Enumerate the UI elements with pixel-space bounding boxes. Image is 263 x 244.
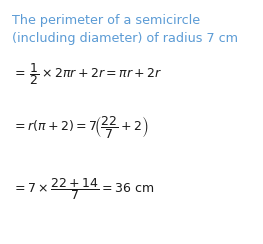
- Text: $=\,\dfrac{1}{2} \times 2\pi r + 2r = \pi r + 2r$: $=\,\dfrac{1}{2} \times 2\pi r + 2r = \p…: [12, 61, 162, 87]
- Text: (including diameter) of radius 7 cm: (including diameter) of radius 7 cm: [12, 32, 238, 45]
- Text: $= 7 \times \dfrac{22+14}{7} = 36\ \mathrm{cm}$: $= 7 \times \dfrac{22+14}{7} = 36\ \math…: [12, 176, 155, 202]
- Text: The perimeter of a semicircle: The perimeter of a semicircle: [12, 14, 200, 27]
- Text: $= r(\pi + 2) = 7\!\left(\dfrac{22}{7}+2\right)$: $= r(\pi + 2) = 7\!\left(\dfrac{22}{7}+2…: [12, 114, 149, 140]
